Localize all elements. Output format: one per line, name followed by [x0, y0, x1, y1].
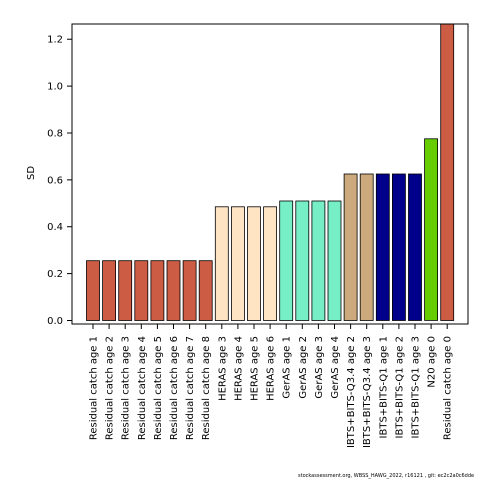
x-axis: Residual catch age 1 Residual catch age 2… — [89, 324, 454, 448]
x-tick-label-8: Residual catch age 8 — [201, 336, 212, 440]
bar-6 — [166, 260, 181, 321]
x-tick-label-7: Residual catch age 7 — [185, 336, 196, 440]
bar-7 — [182, 260, 197, 321]
x-tick-label-20: IBTS+BITS-Q1 age 2 — [394, 336, 405, 438]
x-tick-label-4: Residual catch age 4 — [137, 336, 148, 440]
bar-22 — [424, 138, 439, 321]
y-axis: 0.0 0.2 0.4 0.6 0.8 1.0 1.2 — [47, 35, 72, 327]
x-tick-label-3: Residual catch age 3 — [121, 336, 132, 440]
footer-note: stockassessment.org, WBSS_HAWG_2022, r16… — [298, 473, 475, 479]
bar-15 — [311, 200, 326, 321]
x-tick-label-17: IBTS+BITS-Q3.4 age 2 — [346, 336, 357, 448]
y-tick-label-4: 0.6 — [47, 175, 63, 186]
x-tick-label-1: Residual catch age 1 — [89, 336, 100, 440]
bar-21 — [408, 173, 422, 321]
y-tick-label-1: 0.0 — [47, 316, 63, 327]
x-tick-label-18: IBTS+BITS-Q3.4 age 3 — [362, 336, 373, 448]
x-tick-label-11: HERAS age 5 — [250, 336, 261, 401]
bar-12 — [263, 206, 278, 321]
bar-17 — [343, 173, 358, 321]
x-tick-label-19: IBTS+BITS-Q1 age 1 — [378, 336, 389, 438]
y-axis-title: SD — [26, 166, 37, 180]
bar-23 — [440, 23, 455, 321]
x-tick-label-5: Residual catch age 5 — [153, 336, 164, 440]
bar-2 — [102, 260, 116, 321]
bar-10 — [230, 206, 245, 321]
y-tick-label-5: 0.8 — [47, 128, 63, 139]
bar-5 — [150, 260, 165, 321]
y-tick-label-6: 1.0 — [47, 82, 63, 93]
x-tick-label-22: N20 age 0 — [427, 336, 438, 388]
bar-18 — [359, 173, 374, 321]
bars-group — [86, 23, 455, 321]
bar-8 — [198, 260, 213, 321]
x-tick-label-9: HERAS age 3 — [217, 336, 228, 401]
plot-frame — [71, 23, 469, 325]
x-tick-label-15: GerAS age 3 — [314, 336, 325, 399]
x-tick-label-6: Residual catch age 6 — [169, 336, 180, 440]
bar-19 — [375, 173, 390, 321]
bar-4 — [134, 260, 149, 321]
x-tick-label-14: GerAS age 2 — [298, 336, 309, 399]
bar-3 — [118, 260, 133, 321]
bar-13 — [279, 200, 294, 321]
bar-16 — [327, 200, 342, 321]
y-tick-label-7: 1.2 — [47, 35, 63, 46]
x-tick-label-12: HERAS age 6 — [266, 336, 277, 401]
bar-9 — [214, 206, 229, 321]
bar-1 — [86, 260, 100, 321]
x-tick-label-23: Residual catch age 0 — [443, 336, 454, 440]
y-tick-label-3: 0.4 — [47, 222, 63, 233]
bar-14 — [295, 200, 310, 321]
x-tick-label-21: IBTS+BITS-Q1 age 3 — [411, 336, 422, 438]
bar-20 — [391, 173, 406, 321]
x-tick-label-2: Residual catch age 2 — [105, 336, 116, 440]
x-tick-label-16: GerAS age 4 — [330, 336, 341, 399]
bar-11 — [247, 206, 261, 321]
y-tick-label-2: 0.2 — [47, 269, 63, 280]
x-tick-label-10: HERAS age 4 — [233, 336, 244, 401]
x-tick-label-13: GerAS age 1 — [282, 336, 293, 399]
